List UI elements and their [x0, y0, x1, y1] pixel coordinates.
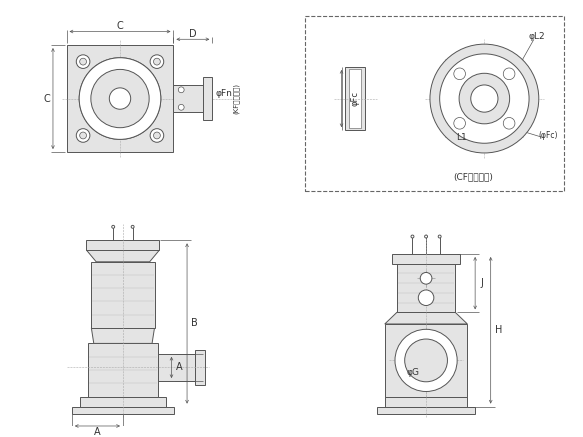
- Circle shape: [470, 85, 498, 112]
- Text: φG: φG: [407, 368, 420, 377]
- Bar: [392, 254, 460, 264]
- Text: (φFc): (φFc): [539, 131, 559, 140]
- Circle shape: [178, 104, 184, 110]
- Circle shape: [110, 88, 131, 109]
- Circle shape: [131, 225, 134, 228]
- Circle shape: [76, 55, 90, 69]
- Circle shape: [418, 290, 434, 305]
- Polygon shape: [86, 250, 159, 262]
- Text: D: D: [189, 29, 196, 39]
- Bar: [385, 324, 468, 397]
- Text: C: C: [117, 21, 124, 31]
- Text: φL2: φL2: [529, 32, 545, 41]
- Text: L1: L1: [456, 133, 466, 142]
- Circle shape: [438, 235, 441, 238]
- Circle shape: [503, 118, 515, 129]
- Circle shape: [150, 128, 164, 142]
- Circle shape: [430, 44, 539, 153]
- Bar: [203, 77, 212, 120]
- Text: J: J: [480, 278, 483, 288]
- Circle shape: [91, 69, 149, 128]
- Circle shape: [395, 329, 457, 392]
- Bar: [86, 240, 159, 250]
- Bar: [385, 397, 468, 406]
- Bar: [88, 343, 158, 397]
- Bar: [72, 406, 174, 414]
- Circle shape: [454, 68, 465, 80]
- Bar: [345, 67, 365, 130]
- Text: φFc: φFc: [350, 91, 360, 106]
- Circle shape: [503, 68, 515, 80]
- Circle shape: [150, 55, 164, 69]
- Text: (KFフランジ): (KFフランジ): [233, 83, 239, 114]
- Polygon shape: [385, 312, 468, 324]
- Circle shape: [80, 132, 86, 139]
- Bar: [349, 69, 361, 128]
- Circle shape: [411, 235, 414, 238]
- Bar: [195, 350, 205, 385]
- Circle shape: [80, 58, 86, 65]
- Circle shape: [459, 73, 510, 124]
- Circle shape: [153, 58, 160, 65]
- Text: φFn: φFn: [216, 89, 233, 98]
- Text: A: A: [176, 362, 182, 372]
- Text: A: A: [94, 427, 101, 437]
- Circle shape: [76, 128, 90, 142]
- Text: H: H: [495, 325, 502, 335]
- Text: C: C: [44, 94, 51, 104]
- Circle shape: [153, 132, 160, 139]
- Circle shape: [420, 273, 432, 284]
- Bar: [66, 45, 174, 152]
- Circle shape: [79, 58, 161, 139]
- Circle shape: [405, 339, 447, 382]
- Bar: [80, 397, 166, 406]
- Bar: [174, 85, 203, 112]
- Circle shape: [424, 235, 427, 238]
- Circle shape: [112, 225, 115, 228]
- Bar: [397, 264, 455, 312]
- Circle shape: [178, 87, 184, 93]
- Text: B: B: [191, 319, 198, 329]
- Polygon shape: [92, 328, 154, 343]
- Bar: [377, 406, 475, 414]
- Bar: [158, 354, 195, 381]
- Bar: [92, 262, 154, 328]
- Circle shape: [454, 118, 465, 129]
- Circle shape: [79, 58, 161, 139]
- Circle shape: [440, 54, 529, 143]
- Text: (CFフランジ): (CFフランジ): [453, 173, 493, 182]
- Bar: [304, 16, 564, 191]
